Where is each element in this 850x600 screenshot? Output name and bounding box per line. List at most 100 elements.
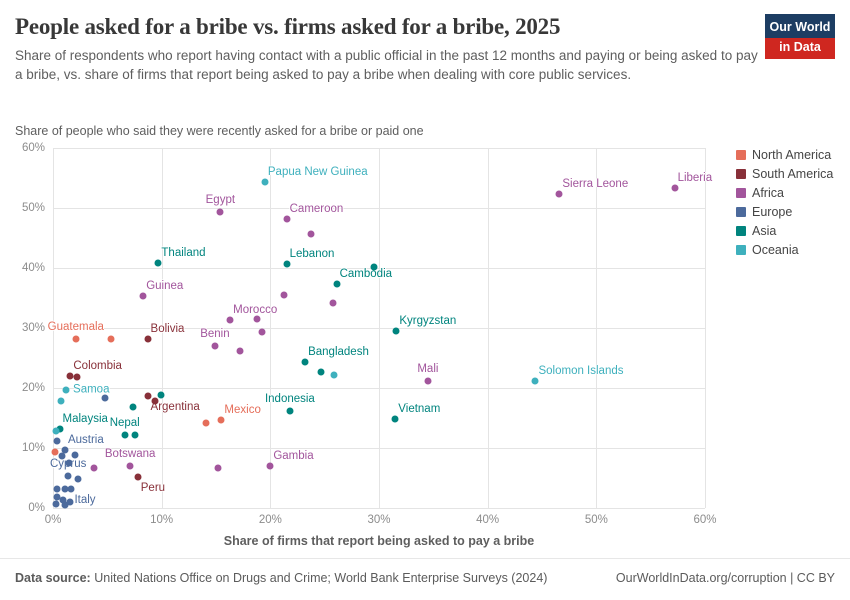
- data-point[interactable]: [129, 403, 137, 411]
- owid-logo[interactable]: Our World in Data: [765, 14, 835, 60]
- data-point[interactable]: [74, 475, 82, 483]
- country-label[interactable]: Indonesia: [264, 393, 315, 406]
- legend-item[interactable]: South America: [736, 167, 833, 181]
- country-label[interactable]: Bolivia: [150, 322, 185, 335]
- data-point[interactable]: [144, 335, 152, 343]
- data-point[interactable]: [131, 431, 138, 439]
- legend-item[interactable]: Asia: [736, 224, 833, 238]
- data-point[interactable]: [261, 178, 269, 186]
- data-point[interactable]: [424, 377, 432, 385]
- data-point[interactable]: [307, 230, 315, 238]
- legend-item[interactable]: Europe: [736, 205, 833, 219]
- data-point[interactable]: [52, 500, 60, 508]
- data-point[interactable]: [61, 501, 69, 509]
- data-point[interactable]: [62, 386, 70, 394]
- data-point[interactable]: [126, 462, 134, 470]
- country-label[interactable]: Sierra Leone: [562, 178, 629, 191]
- country-label[interactable]: Egypt: [205, 193, 236, 206]
- data-point[interactable]: [139, 292, 147, 300]
- data-point[interactable]: [107, 335, 115, 343]
- data-point[interactable]: [317, 368, 325, 376]
- country-label[interactable]: Gambia: [273, 450, 314, 462]
- country-label[interactable]: Argentina: [150, 401, 200, 414]
- data-point[interactable]: [555, 190, 563, 198]
- data-point[interactable]: [330, 371, 338, 379]
- data-point[interactable]: [58, 452, 66, 460]
- country-label[interactable]: Guatemala: [47, 320, 104, 333]
- country-label[interactable]: Lebanon: [289, 247, 335, 260]
- data-point[interactable]: [52, 427, 60, 435]
- data-point[interactable]: [671, 184, 679, 192]
- data-point[interactable]: [66, 498, 74, 506]
- country-label[interactable]: Mexico: [224, 403, 261, 416]
- data-point[interactable]: [90, 464, 98, 472]
- country-label[interactable]: Kyrgyzstan: [399, 315, 457, 327]
- data-point[interactable]: [258, 328, 266, 336]
- data-point[interactable]: [391, 415, 399, 423]
- data-point[interactable]: [53, 437, 61, 445]
- data-point[interactable]: [226, 316, 234, 324]
- legend-item[interactable]: North America: [736, 148, 833, 162]
- data-point[interactable]: [66, 372, 74, 380]
- data-point[interactable]: [151, 397, 159, 405]
- data-point[interactable]: [266, 462, 274, 470]
- country-label[interactable]: Samoa: [73, 383, 110, 396]
- data-point[interactable]: [253, 315, 261, 323]
- data-point[interactable]: [301, 358, 309, 366]
- legend-item[interactable]: Oceania: [736, 243, 833, 257]
- country-label[interactable]: Papua New Guinea: [267, 166, 368, 179]
- data-point[interactable]: [71, 451, 79, 459]
- data-point[interactable]: [64, 472, 72, 480]
- data-point[interactable]: [65, 459, 73, 467]
- data-point[interactable]: [72, 335, 80, 343]
- country-label[interactable]: Vietnam: [398, 402, 441, 415]
- data-point[interactable]: [144, 392, 152, 400]
- data-point[interactable]: [61, 446, 69, 454]
- country-label[interactable]: Cambodia: [339, 267, 393, 280]
- country-label[interactable]: Morocco: [233, 304, 278, 317]
- country-label[interactable]: Thailand: [161, 246, 206, 259]
- data-point[interactable]: [211, 342, 219, 350]
- data-point[interactable]: [217, 416, 225, 424]
- data-point[interactable]: [333, 280, 341, 288]
- data-point[interactable]: [283, 260, 291, 268]
- data-point[interactable]: [154, 259, 162, 267]
- legend-item[interactable]: Africa: [736, 186, 833, 200]
- data-point[interactable]: [216, 208, 224, 216]
- data-point[interactable]: [236, 347, 244, 355]
- data-point[interactable]: [61, 485, 69, 493]
- data-point[interactable]: [134, 473, 142, 481]
- data-point[interactable]: [101, 394, 109, 402]
- country-label[interactable]: Cameroon: [289, 203, 344, 216]
- data-point[interactable]: [57, 397, 65, 405]
- data-point[interactable]: [121, 431, 129, 439]
- country-label[interactable]: Liberia: [677, 172, 713, 185]
- data-point[interactable]: [67, 485, 75, 493]
- country-label[interactable]: Italy: [74, 493, 96, 506]
- data-point[interactable]: [157, 391, 165, 399]
- data-point[interactable]: [280, 291, 288, 299]
- data-point[interactable]: [53, 493, 61, 501]
- data-point[interactable]: [392, 327, 400, 335]
- country-label[interactable]: Peru: [140, 481, 166, 494]
- data-point[interactable]: [53, 485, 61, 493]
- data-point[interactable]: [73, 373, 81, 381]
- data-point[interactable]: [214, 464, 222, 472]
- country-label[interactable]: Austria: [67, 434, 104, 447]
- data-point[interactable]: [59, 496, 67, 504]
- country-label[interactable]: Colombia: [73, 360, 122, 372]
- license-link[interactable]: OurWorldInData.org/corruption | CC BY: [615, 571, 835, 585]
- data-point[interactable]: [286, 407, 294, 415]
- data-point[interactable]: [283, 215, 291, 223]
- data-point[interactable]: [51, 448, 59, 456]
- country-label[interactable]: Guinea: [146, 279, 184, 292]
- data-point[interactable]: [202, 419, 210, 427]
- country-label[interactable]: Bangladesh: [308, 346, 369, 359]
- country-label[interactable]: Nepal: [109, 417, 140, 430]
- country-label[interactable]: Benin: [200, 328, 230, 340]
- country-label[interactable]: Solomon Islands: [538, 365, 624, 378]
- data-point[interactable]: [531, 377, 539, 385]
- country-label[interactable]: Mali: [417, 363, 439, 376]
- country-label[interactable]: Botswana: [104, 448, 156, 460]
- country-label[interactable]: Malaysia: [62, 412, 108, 425]
